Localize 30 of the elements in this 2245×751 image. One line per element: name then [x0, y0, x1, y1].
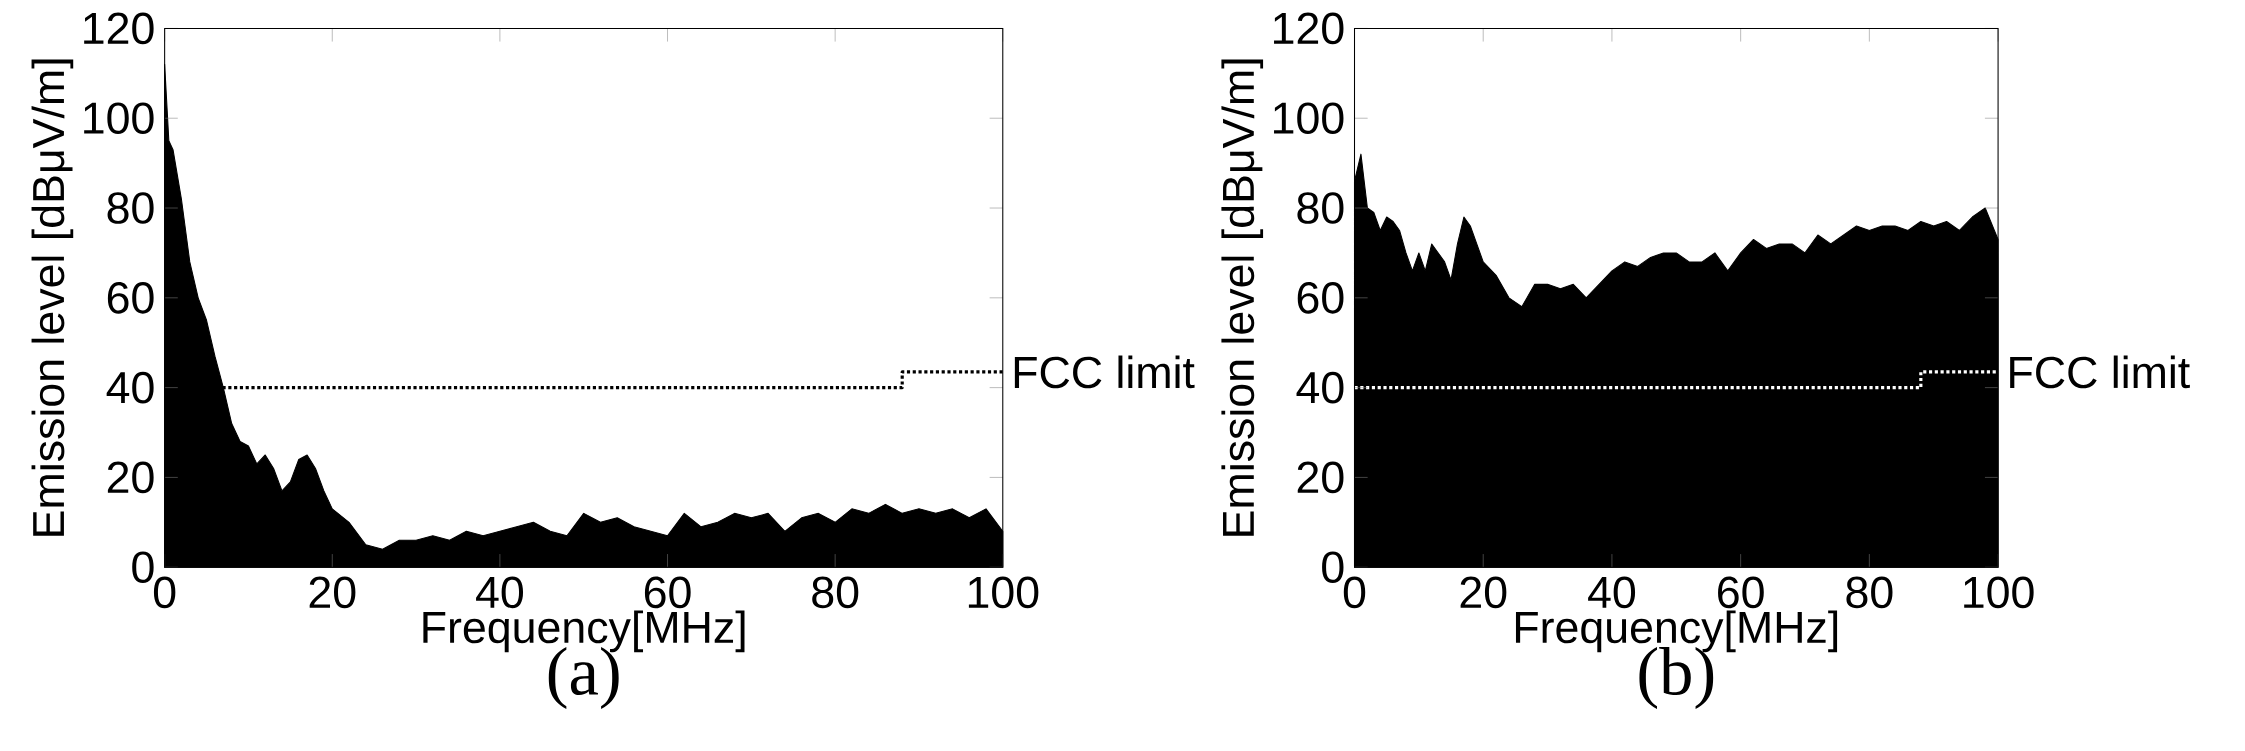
x-tick-label: 60: [1718, 576, 1764, 609]
x-tick-label: 40: [1588, 576, 1636, 609]
x-tick-label: 80: [1846, 576, 1893, 609]
x-tick-label: 80: [812, 576, 859, 609]
y-tick-label: 100: [1274, 102, 1344, 135]
y-axis-title: Emission level [dBμV/m]: [1221, 59, 1264, 536]
series-label: FCC limit: [1014, 355, 1195, 389]
x-tick-label: 0: [1343, 576, 1366, 609]
x-tick-label: 20: [309, 576, 356, 609]
y-tick-label: 0: [1322, 551, 1344, 584]
x-tick-label: 20: [1460, 576, 1507, 609]
x-tick-label: 0: [153, 576, 176, 609]
x-tick-label: 40: [476, 576, 524, 609]
y-tick-label: 20: [107, 461, 154, 494]
x-tick-label: 100: [1964, 576, 2034, 609]
y-tick-label: 40: [106, 372, 154, 404]
y-tick-label: 40: [1296, 372, 1344, 404]
x-tick-label: 60: [644, 576, 691, 609]
x-tick-label: 100: [968, 576, 1039, 609]
series-label: FCC limit: [2010, 355, 2190, 389]
y-tick-label: 0: [132, 551, 154, 584]
y-tick-label: 80: [1297, 192, 1344, 225]
y-tick-label: 120: [84, 12, 154, 45]
y-tick-label: 60: [1297, 282, 1344, 314]
y-tick-label: 20: [1297, 461, 1344, 494]
y-tick-label: 80: [107, 192, 154, 225]
y-tick-label: 100: [84, 102, 154, 135]
y-tick-label: 120: [1274, 12, 1344, 45]
y-tick-label: 60: [107, 282, 154, 314]
y-axis-title: Emission level [dBμV/m]: [31, 59, 74, 536]
